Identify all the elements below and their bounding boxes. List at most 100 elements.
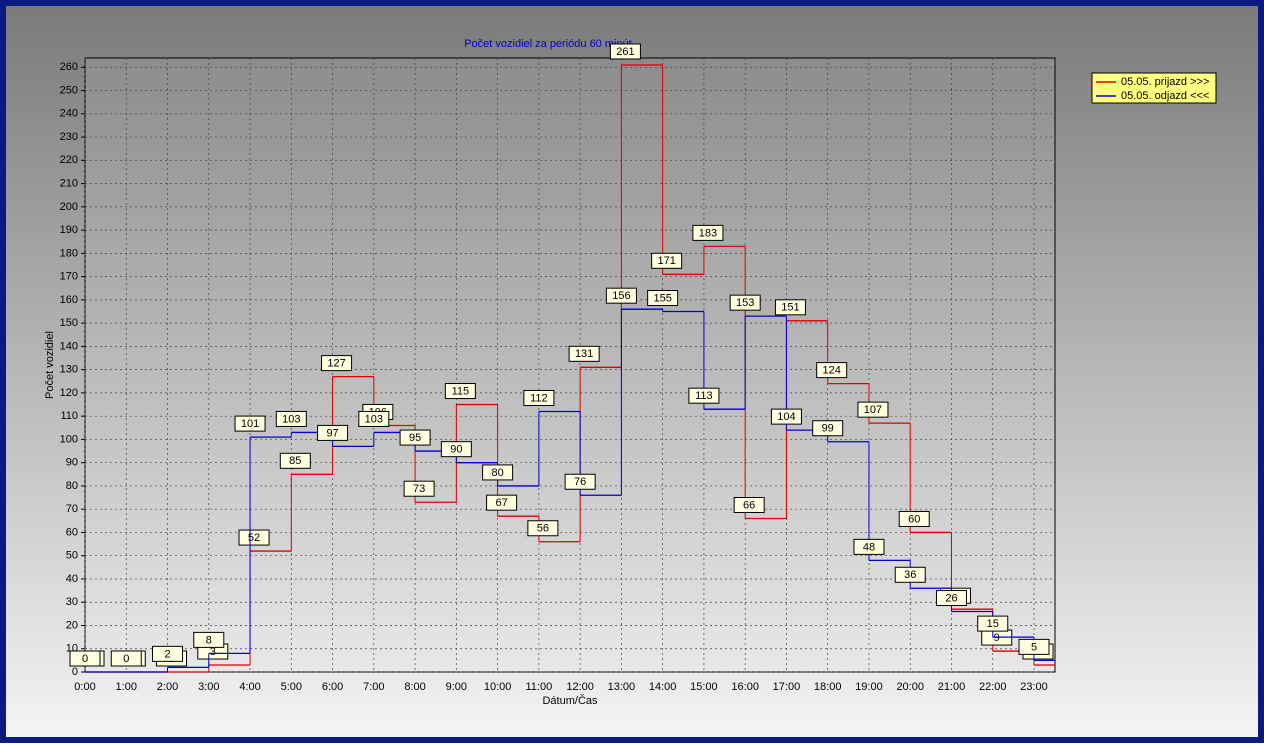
value-label: 124 (823, 365, 841, 377)
y-tick-label: 140 (60, 340, 78, 352)
y-tick-label: 20 (66, 619, 78, 631)
value-label-box (279, 452, 311, 469)
y-tick-label: 230 (60, 131, 78, 143)
value-label-box (317, 424, 349, 441)
value-label-box (770, 408, 802, 425)
value-label-box (234, 415, 266, 432)
value-label-box (238, 529, 270, 546)
value-label: 80 (491, 467, 503, 479)
value-label-box (733, 497, 765, 513)
x-tick-label: 15:00 (690, 681, 718, 693)
value-label-box (321, 355, 353, 372)
value-label-box (816, 362, 848, 379)
value-label-box (358, 410, 390, 427)
value-label: 60 (908, 513, 920, 525)
value-label: 0 (82, 653, 88, 665)
x-tick-label: 21:00 (938, 681, 966, 693)
legend (1091, 72, 1217, 104)
y-tick-label: 60 (66, 526, 78, 538)
value-label: 66 (743, 499, 755, 511)
x-tick-label: 3:00 (198, 681, 219, 693)
legend-label: 05.05. odjazd <<< (1121, 90, 1209, 102)
value-label-box (857, 401, 889, 418)
value-label-box (152, 645, 184, 662)
value-label-box (812, 420, 844, 437)
x-tick-label: 13:00 (608, 681, 636, 693)
value-label-box (605, 287, 637, 304)
value-label-box (440, 441, 472, 458)
value-label-box (729, 294, 761, 311)
value-label: 5 (1031, 641, 1037, 653)
y-tick-label: 100 (60, 433, 78, 445)
value-label-box (651, 252, 683, 269)
value-label-box (110, 650, 142, 667)
y-tick-label: 40 (66, 573, 78, 585)
x-tick-label: 10:00 (484, 681, 512, 693)
value-label: 261 (616, 46, 634, 58)
value-label-box (444, 383, 476, 400)
y-tick-label: 200 (60, 201, 78, 213)
value-label-box (523, 390, 555, 407)
value-label-box (609, 43, 641, 60)
value-label-box (527, 520, 559, 537)
chart-title: Počet vozidiel za periódu 60 minút (464, 38, 632, 50)
value-label: 99 (822, 423, 834, 435)
x-tick-label: 1:00 (116, 681, 137, 693)
x-tick-label: 17:00 (773, 681, 801, 693)
value-label-box (399, 429, 431, 446)
y-tick-label: 250 (60, 84, 78, 96)
x-tick-label: 23:00 (1020, 681, 1048, 693)
y-tick-label: 130 (60, 364, 78, 376)
x-tick-label: 6:00 (322, 681, 343, 693)
value-label: 73 (413, 483, 425, 495)
value-label-box (486, 494, 518, 511)
value-label: 15 (987, 618, 999, 630)
y-tick-label: 180 (60, 247, 78, 259)
value-label-box (853, 538, 885, 555)
value-label-box (774, 299, 806, 316)
x-tick-label: 22:00 (979, 681, 1007, 693)
value-label: 56 (537, 523, 549, 535)
value-label-box (482, 464, 514, 481)
x-tick-label: 4:00 (239, 681, 260, 693)
y-tick-label: 150 (60, 317, 78, 329)
y-tick-label: 240 (60, 108, 78, 120)
legend-label: 05.05. prijazd >>> (1121, 76, 1209, 88)
y-tick-label: 190 (60, 224, 78, 236)
y-tick-label: 30 (66, 596, 78, 608)
value-label: 0 (123, 653, 129, 665)
value-label: 9 (994, 632, 1000, 644)
value-label: 156 (612, 290, 630, 302)
value-label-box (193, 631, 225, 648)
value-label: 155 (653, 292, 671, 304)
x-tick-label: 12:00 (566, 681, 594, 693)
value-label-box (568, 345, 600, 362)
value-label-box (898, 510, 930, 527)
value-label: 90 (450, 444, 462, 456)
value-label: 104 (777, 411, 795, 423)
value-label: 48 (863, 541, 875, 553)
value-label-box (894, 566, 926, 583)
value-label-box (647, 290, 679, 307)
value-label: 127 (327, 358, 345, 370)
y-tick-label: 110 (60, 410, 78, 422)
x-tick-label: 18:00 (814, 681, 842, 693)
value-label: 171 (657, 255, 675, 267)
y-tick-label: 80 (66, 480, 78, 492)
value-label-box (564, 473, 596, 490)
x-tick-label: 20:00 (896, 681, 924, 693)
y-tick-label: 220 (60, 154, 78, 166)
value-label: 97 (326, 427, 338, 439)
y-tick-label: 160 (60, 294, 78, 306)
value-label-box (977, 615, 1009, 632)
value-label: 115 (452, 385, 470, 397)
value-label: 112 (530, 392, 548, 404)
y-tick-label: 90 (66, 457, 78, 469)
value-label: 153 (736, 297, 754, 309)
x-tick-label: 2:00 (157, 681, 178, 693)
value-label: 2 (164, 648, 170, 660)
value-label-box (935, 590, 967, 607)
x-tick-label: 9:00 (446, 681, 467, 693)
x-tick-label: 7:00 (363, 681, 384, 693)
